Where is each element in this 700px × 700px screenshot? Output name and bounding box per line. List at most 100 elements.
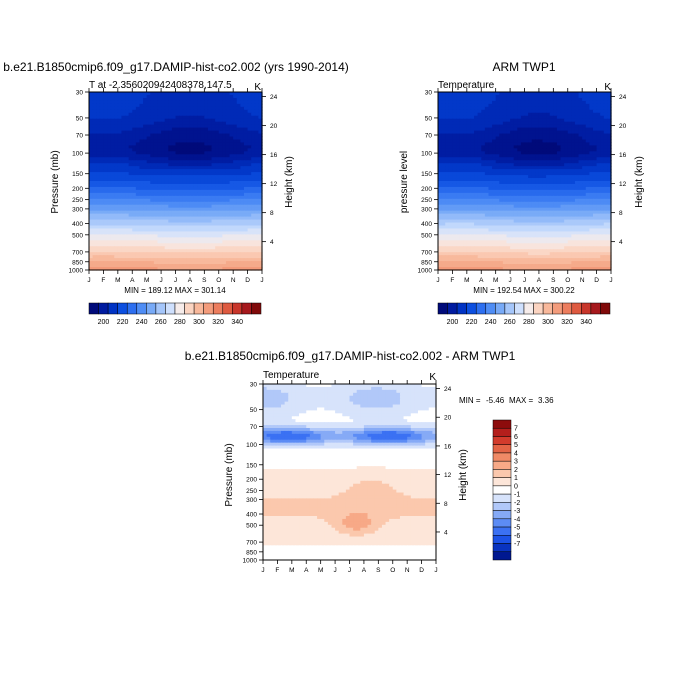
field-cell bbox=[175, 148, 180, 152]
field-cell bbox=[89, 264, 94, 268]
field-cell bbox=[448, 163, 454, 167]
field-cell bbox=[477, 204, 482, 209]
field-cell bbox=[589, 139, 594, 144]
field-cell bbox=[528, 106, 533, 111]
field-cell bbox=[506, 92, 511, 96]
field-cell bbox=[125, 172, 130, 176]
field-cell bbox=[229, 237, 234, 241]
field-cell bbox=[441, 204, 446, 209]
field-cell bbox=[193, 264, 198, 268]
field-cell bbox=[200, 210, 205, 215]
field-cell bbox=[254, 133, 259, 138]
field-cell bbox=[89, 154, 94, 158]
field-cell bbox=[474, 97, 479, 102]
field-cell bbox=[168, 178, 173, 182]
field-cell bbox=[164, 92, 169, 96]
field-cell bbox=[229, 115, 234, 120]
field-cell bbox=[254, 160, 259, 164]
field-cell bbox=[197, 106, 202, 111]
field-cell bbox=[207, 127, 213, 132]
field-cell bbox=[463, 136, 468, 141]
field-cell bbox=[517, 92, 522, 96]
field-cell bbox=[546, 130, 551, 135]
field-cell bbox=[243, 237, 249, 241]
field-cell bbox=[474, 109, 479, 114]
field-cell bbox=[150, 222, 155, 227]
field-cell bbox=[168, 112, 173, 117]
field-cell bbox=[585, 178, 590, 182]
field-cell bbox=[121, 246, 126, 250]
field-cell bbox=[574, 175, 580, 179]
field-cell bbox=[240, 157, 245, 161]
field-cell bbox=[103, 216, 108, 221]
field-cell bbox=[157, 148, 162, 152]
field-cell bbox=[438, 136, 443, 141]
field-cell bbox=[99, 112, 105, 117]
field-cell bbox=[229, 121, 234, 126]
field-cell bbox=[96, 225, 101, 230]
field-cell bbox=[538, 151, 544, 155]
field-cell bbox=[139, 225, 144, 230]
field-cell bbox=[215, 249, 220, 253]
field-cell bbox=[600, 148, 605, 152]
field-cell bbox=[542, 210, 547, 215]
field-cell bbox=[600, 130, 605, 135]
field-cell bbox=[161, 130, 166, 135]
field-cell bbox=[513, 207, 518, 212]
field-cell bbox=[506, 151, 511, 155]
field-cell bbox=[182, 112, 187, 117]
field-cell bbox=[502, 133, 508, 138]
field-cell bbox=[135, 94, 141, 99]
field-cell bbox=[596, 130, 601, 135]
field-cell bbox=[578, 94, 583, 99]
field-cell bbox=[96, 160, 101, 164]
field-cell bbox=[456, 166, 461, 170]
field-cell bbox=[477, 100, 482, 105]
field-cell bbox=[531, 213, 536, 218]
field-cell bbox=[517, 213, 522, 218]
field-cell bbox=[603, 118, 608, 123]
field-cell bbox=[240, 222, 245, 227]
field-cell bbox=[510, 204, 515, 209]
field-cell bbox=[168, 160, 173, 164]
field-cell bbox=[567, 201, 572, 206]
field-cell bbox=[506, 189, 511, 194]
field-cell bbox=[204, 186, 209, 191]
field-cell bbox=[92, 166, 97, 170]
field-cell bbox=[589, 124, 594, 129]
field-cell bbox=[506, 121, 511, 126]
field-cell bbox=[135, 261, 141, 265]
field-cell bbox=[553, 195, 558, 200]
field-cell bbox=[438, 201, 443, 206]
field-cell bbox=[542, 133, 547, 138]
field-cell bbox=[229, 267, 234, 271]
field-cell bbox=[229, 112, 234, 117]
field-cell bbox=[175, 139, 180, 144]
field-cell bbox=[445, 139, 450, 144]
field-cell bbox=[233, 225, 238, 230]
field-cell bbox=[153, 169, 159, 173]
field-cell bbox=[89, 145, 94, 149]
field-cell bbox=[161, 181, 166, 185]
field-cell bbox=[215, 258, 220, 262]
x-tick-label: J bbox=[174, 277, 177, 284]
field-cell bbox=[207, 124, 213, 129]
field-cell bbox=[225, 145, 231, 149]
field-cell bbox=[153, 228, 159, 233]
field-cell bbox=[128, 186, 133, 191]
field-cell bbox=[546, 169, 551, 173]
field-cell bbox=[236, 181, 241, 185]
field-cell bbox=[179, 112, 184, 117]
field-cell bbox=[528, 207, 533, 212]
field-cell bbox=[186, 142, 191, 146]
field-cell bbox=[538, 175, 544, 179]
field-cell bbox=[197, 100, 202, 105]
field-cell bbox=[243, 157, 249, 161]
field-cell bbox=[535, 172, 540, 176]
field-cell bbox=[477, 142, 482, 146]
field-cell bbox=[589, 213, 594, 218]
field-cell bbox=[179, 249, 184, 253]
field-cell bbox=[448, 115, 454, 120]
field-cell bbox=[107, 186, 112, 191]
field-cell bbox=[215, 195, 220, 200]
